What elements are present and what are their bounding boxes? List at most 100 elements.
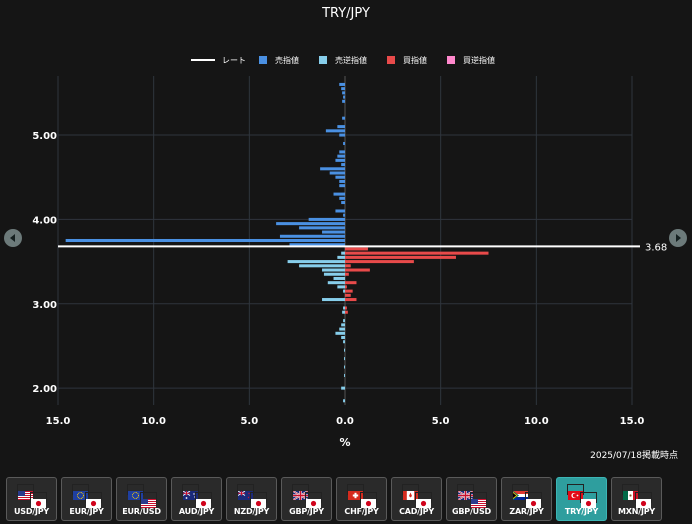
bar-sell: [339, 150, 345, 154]
bar-sell: [337, 285, 345, 289]
bar-buy: [345, 293, 351, 297]
bar-sell: [343, 213, 345, 217]
bar-sell: [343, 399, 345, 403]
bar-sell: [287, 260, 345, 264]
bar-sell: [342, 116, 345, 120]
pair-button-usd-jpy[interactable]: USD/JPY: [6, 477, 57, 521]
flag-jp-icon: [84, 492, 102, 508]
bar-buy: [345, 268, 370, 272]
pair-button-eur-jpy[interactable]: EUR/JPY: [61, 477, 112, 521]
flag-pair-icon: [236, 484, 268, 508]
pair-label: MXN/JPY: [618, 507, 655, 516]
pair-button-cad-jpy[interactable]: CAD/JPY: [391, 477, 442, 521]
flag-pair-icon: [291, 484, 323, 508]
x-tick-label: 15.0: [620, 416, 645, 427]
bar-sell: [343, 340, 345, 344]
bar-buy: [345, 247, 368, 251]
bar-buy: [345, 281, 357, 285]
pair-button-eur-usd[interactable]: EUR/USD: [116, 477, 167, 521]
flag-us-icon: [16, 484, 34, 500]
bar-buy: [345, 260, 414, 264]
pair-button-try-jpy[interactable]: TRY/JPY: [556, 477, 607, 521]
bar-sell: [322, 268, 345, 272]
currency-pair-selector: USD/JPY EUR/JPY EUR/USD AUD/JPY NZD/JPY GBP/J…: [6, 477, 662, 521]
bar-sell: [289, 243, 345, 247]
pair-label: ZAR/JPY: [509, 507, 544, 516]
y-tick-label: 4.00: [32, 215, 57, 226]
x-axis-label: %: [339, 436, 350, 449]
flag-pair-icon: [621, 484, 653, 508]
legend-swatch: [319, 56, 327, 64]
bar-sell: [327, 281, 345, 285]
chart-bars: [65, 82, 489, 403]
flag-eu-icon: [71, 484, 89, 500]
bar-sell: [323, 272, 345, 276]
bar-sell: [333, 276, 345, 280]
bar-sell: [325, 129, 345, 133]
flag-tr-icon: [566, 484, 584, 500]
x-tick-label: 15.0: [46, 416, 71, 427]
bar-buy: [345, 310, 348, 314]
bar-sell: [339, 179, 345, 183]
flag-jp-icon: [414, 492, 432, 508]
flag-jp-icon: [579, 492, 597, 508]
bar-sell: [341, 251, 345, 255]
flag-jp-icon: [359, 492, 377, 508]
bar-sell: [333, 192, 345, 196]
chevron-left-icon[interactable]: [4, 229, 22, 247]
order-book-chart: TRY/JPY レート 売指値 売逆指値 買指値 買逆指値 3.68 15.0 10.0 5…: [32, 6, 667, 449]
flag-nz-icon: [236, 484, 254, 500]
pair-button-mxn-jpy[interactable]: MXN/JPY: [611, 477, 662, 521]
flag-eu-icon: [126, 484, 144, 500]
rate-label: 3.68: [645, 242, 667, 253]
bar-sell: [299, 226, 345, 230]
legend-swatch: [387, 56, 395, 64]
bar-sell: [335, 331, 345, 335]
pair-button-zar-jpy[interactable]: ZAR/JPY: [501, 477, 552, 521]
flag-jp-icon: [524, 492, 542, 508]
bar-sell: [342, 91, 345, 95]
y-tick-label: 3.00: [32, 300, 57, 311]
pair-label: EUR/JPY: [69, 507, 104, 516]
pair-button-gbp-usd[interactable]: GBP/USD: [446, 477, 497, 521]
bar-sell: [344, 365, 345, 369]
y-tick-label: 2.00: [32, 384, 57, 395]
flag-za-icon: [511, 484, 529, 500]
bar-buy: [345, 306, 347, 310]
chevron-right-icon[interactable]: [669, 229, 687, 247]
bar-sell: [322, 230, 345, 234]
legend-label: レート: [222, 56, 246, 65]
pair-button-nzd-jpy[interactable]: NZD/JPY: [226, 477, 277, 521]
flag-ch-icon: [346, 484, 364, 500]
bar-sell: [343, 289, 345, 293]
pair-button-gbp-jpy[interactable]: GBP/JPY: [281, 477, 332, 521]
legend-swatch: [259, 56, 267, 64]
pair-button-aud-jpy[interactable]: AUD/JPY: [171, 477, 222, 521]
bar-sell: [341, 87, 345, 91]
bar-sell: [299, 264, 345, 268]
pair-label: USD/JPY: [13, 507, 50, 516]
chart-title: TRY/JPY: [321, 6, 370, 21]
legend-label: 買逆指値: [463, 55, 495, 65]
pair-label: CAD/JPY: [399, 507, 434, 516]
bar-sell: [341, 336, 345, 340]
bar-sell: [337, 255, 345, 259]
bar-sell: [339, 133, 345, 137]
flag-ca-icon: [401, 484, 419, 500]
bar-sell: [339, 82, 345, 86]
bar-sell: [344, 357, 345, 361]
bar-sell: [335, 175, 345, 179]
pair-label: GBP/JPY: [289, 507, 324, 516]
bar-sell: [308, 217, 345, 221]
bar-buy: [345, 289, 353, 293]
pair-label: AUD/JPY: [178, 507, 215, 516]
bar-sell: [322, 298, 345, 302]
flag-pair-icon: [401, 484, 433, 508]
flag-jp-icon: [249, 492, 267, 508]
flag-pair-icon: [456, 484, 488, 508]
timestamp-label: 2025/07/18掲載時点: [590, 451, 678, 461]
x-tick-label: 0.0: [336, 416, 354, 427]
pair-button-chf-jpy[interactable]: CHF/JPY: [336, 477, 387, 521]
bar-sell: [339, 196, 345, 200]
flag-pair-icon: [511, 484, 543, 508]
